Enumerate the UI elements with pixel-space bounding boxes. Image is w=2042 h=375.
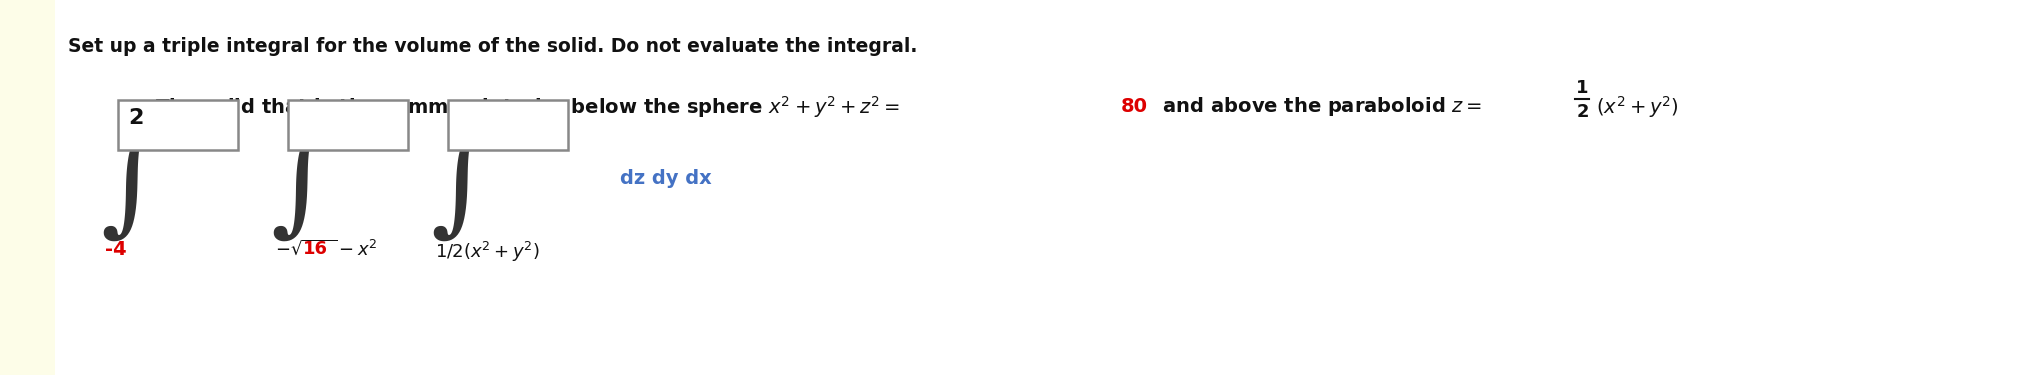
Text: $(x^2 + y^2)$: $(x^2 + y^2)$ xyxy=(1597,94,1679,120)
Text: 1: 1 xyxy=(1576,79,1589,97)
Text: 2: 2 xyxy=(129,108,143,128)
Text: ∫: ∫ xyxy=(431,130,492,244)
Text: The solid that is the common interior below the sphere $x^2 + y^2 + z^2 =$: The solid that is the common interior be… xyxy=(155,94,901,120)
Text: 16: 16 xyxy=(302,240,329,258)
Text: dz dy dx: dz dy dx xyxy=(621,170,713,189)
Bar xyxy=(118,100,239,150)
Text: $-\sqrt{\ \ \ \ \ } - x^2$: $-\sqrt{\ \ \ \ \ } - x^2$ xyxy=(276,240,378,260)
Bar xyxy=(447,100,568,150)
Text: 80: 80 xyxy=(1121,98,1148,117)
Text: 2: 2 xyxy=(1576,103,1589,121)
Bar xyxy=(288,100,408,150)
Text: and above the paraboloid $z =$: and above the paraboloid $z =$ xyxy=(1156,96,1482,118)
Bar xyxy=(0,0,55,375)
Text: -4: -4 xyxy=(104,240,127,259)
Text: ∫: ∫ xyxy=(270,130,331,244)
Text: Set up a triple integral for the volume of the solid. Do not evaluate the integr: Set up a triple integral for the volume … xyxy=(67,37,917,56)
Text: $1/2(x^2 + y^2)$: $1/2(x^2 + y^2)$ xyxy=(435,240,539,264)
Text: ∫: ∫ xyxy=(100,130,161,244)
